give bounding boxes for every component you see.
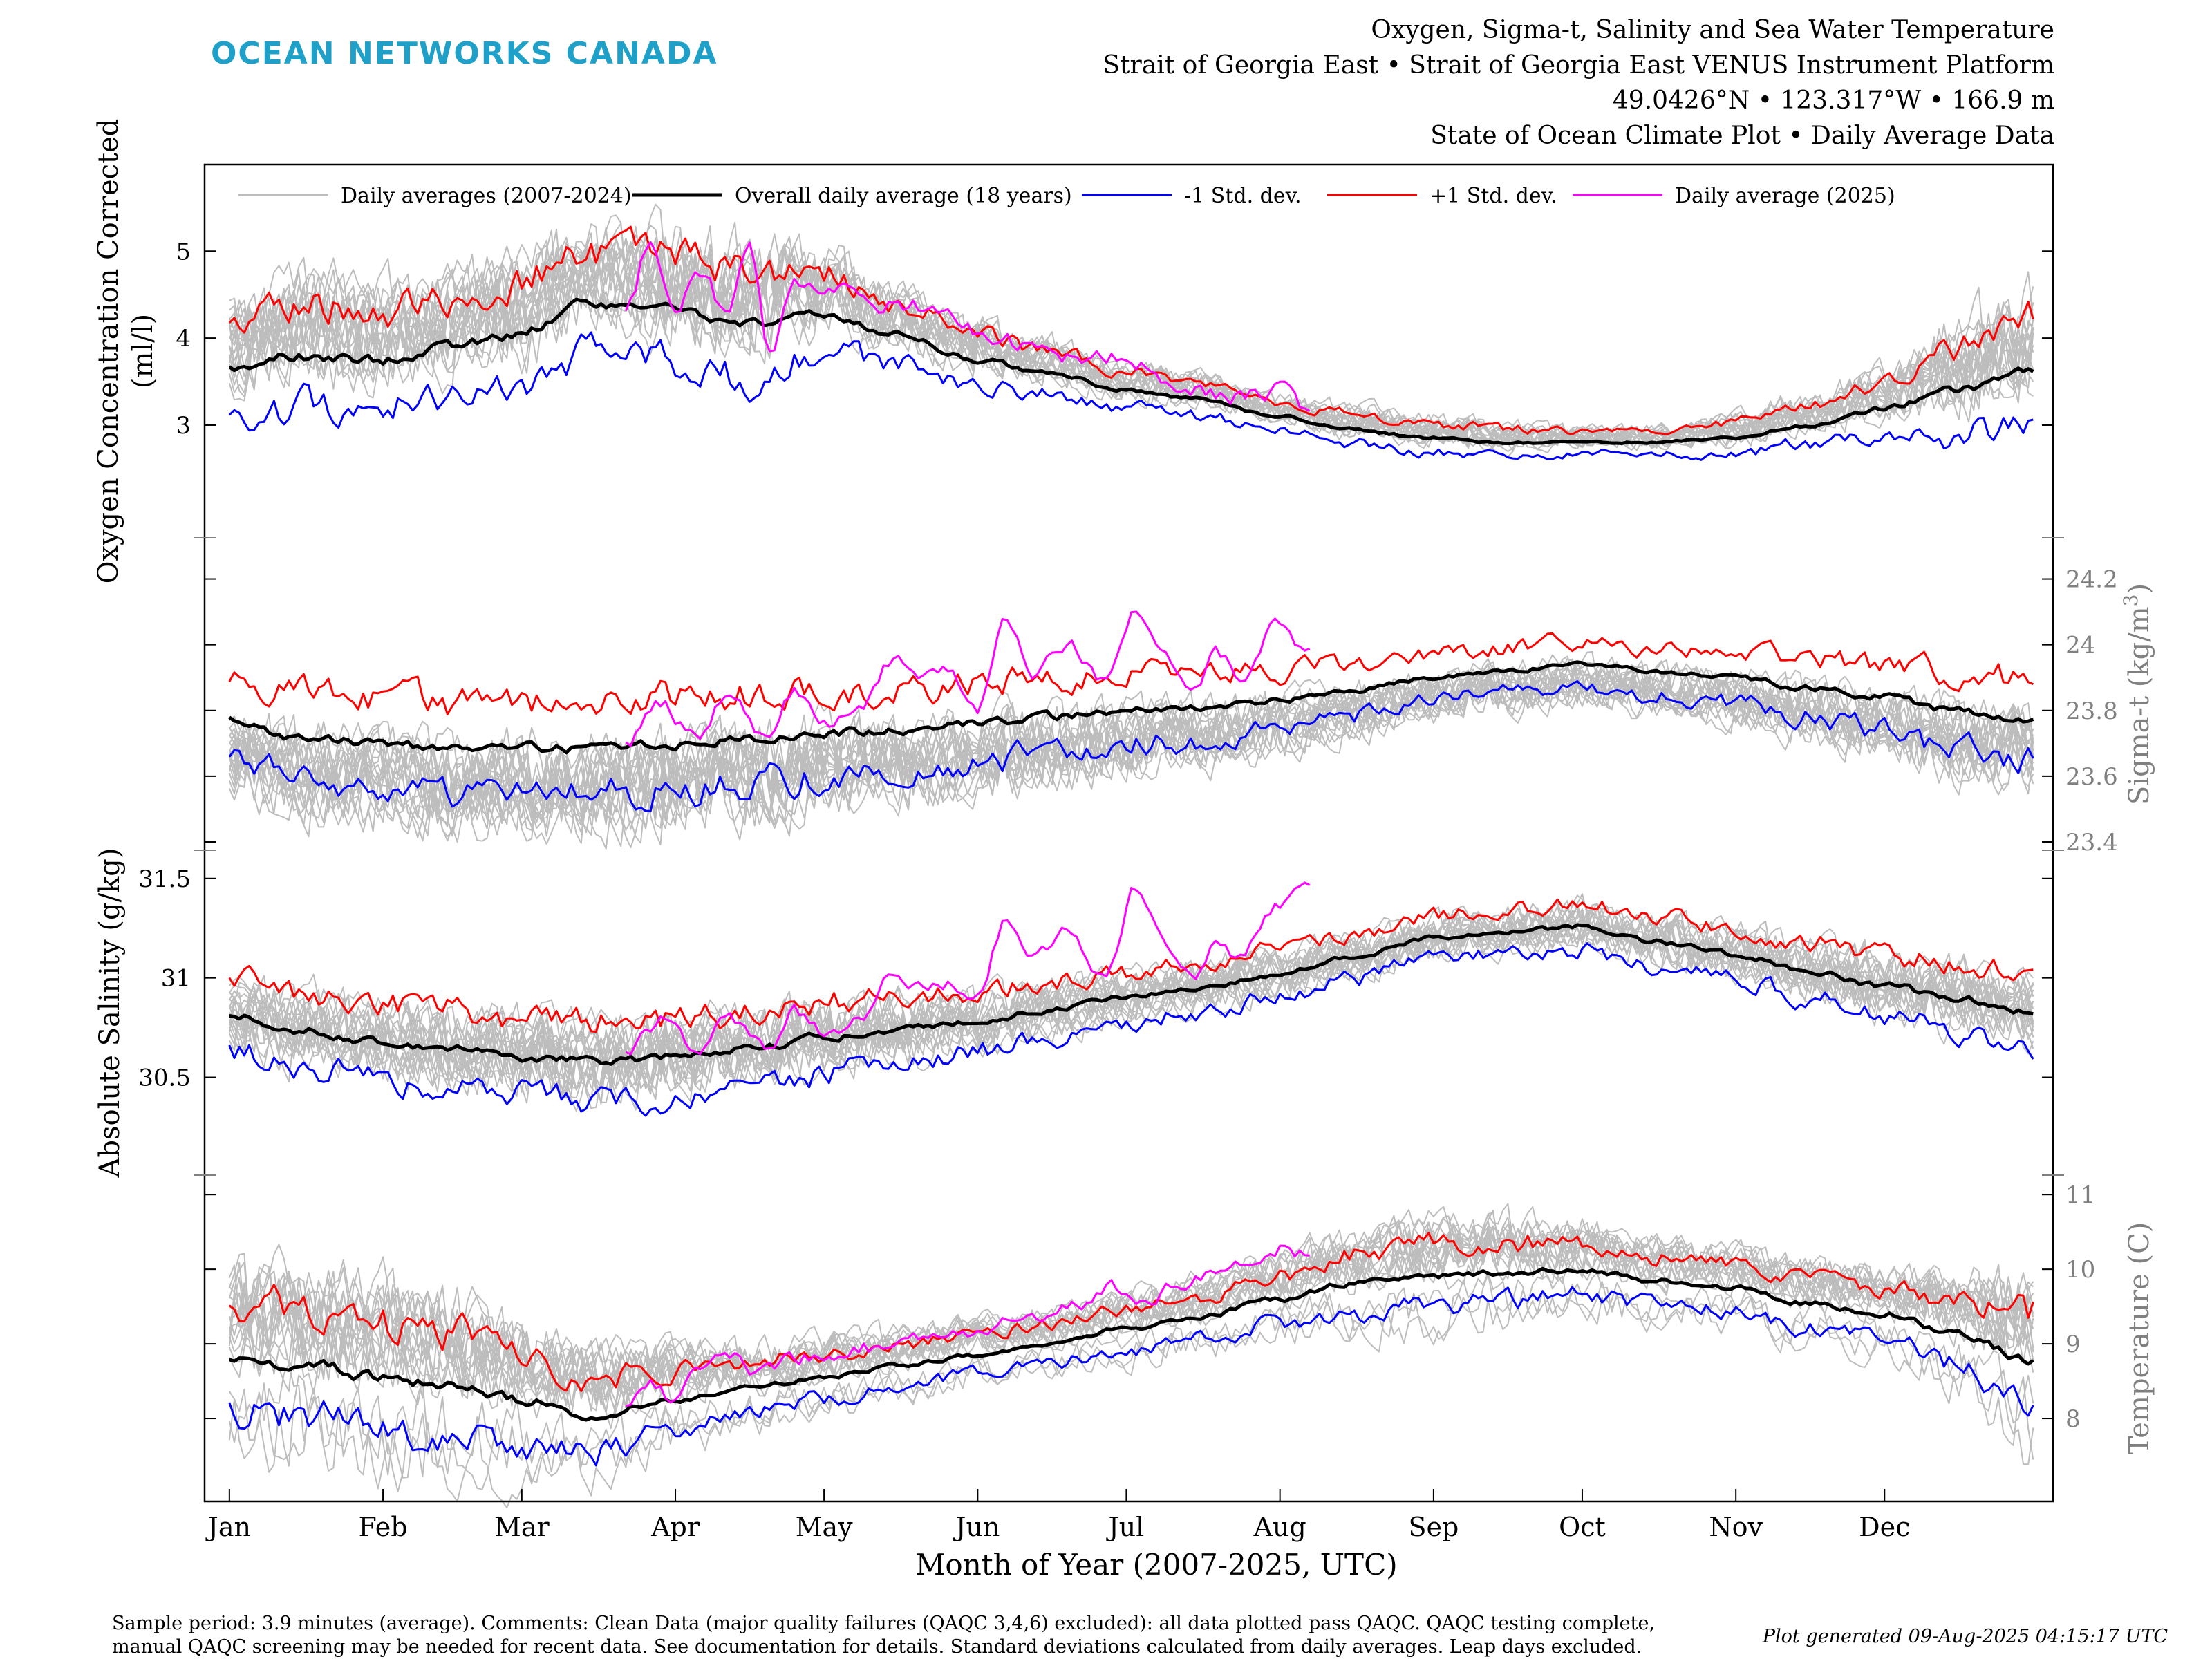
header-station: Strait of Georgia East • Strait of Georg… bbox=[1103, 51, 2054, 79]
absolute-salinity-2025-line bbox=[625, 881, 1311, 1056]
sigma-t-2025-line bbox=[625, 610, 1311, 747]
oxygen-concentration-corrected-historical-line bbox=[228, 225, 2034, 445]
absolute-salinity-plus-std-line bbox=[228, 898, 2034, 1033]
temperature-plus-std-line bbox=[228, 1232, 2034, 1392]
absolute-salinity-historical-line bbox=[229, 894, 2034, 1089]
x-tick-label: Mar bbox=[494, 1512, 550, 1542]
temperature-2025-line bbox=[626, 1244, 1310, 1407]
x-tick-label: Nov bbox=[1709, 1512, 1763, 1542]
chart-header: Oxygen, Sigma-t, Salinity and Sea Water … bbox=[1103, 12, 2054, 153]
temperature-historical-series bbox=[228, 1203, 2034, 1509]
legend-label-plus-std: +1 Std. dev. bbox=[1430, 184, 1557, 208]
absolute-salinity-historical-line bbox=[228, 906, 2034, 1086]
temperature-overall-mean-line bbox=[229, 1266, 2034, 1422]
x-tick-label: Sep bbox=[1408, 1512, 1459, 1542]
axes-layer: 3 4 5 Oxygen Concentration Corrected (ml/l) 2… bbox=[93, 119, 2155, 1582]
footer-comment-line1: Sample period: 3.9 minutes (average). Co… bbox=[112, 1613, 1656, 1634]
sigma-t-tick-label: 23.6 bbox=[2065, 763, 2118, 791]
temperature-historical-line bbox=[228, 1206, 2034, 1400]
oxygen-concentration-corrected-historical-line bbox=[229, 227, 2034, 452]
absolute-salinity-historical-line bbox=[228, 912, 2034, 1098]
absolute-salinity-ylabel: Absolute Salinity (g/kg) bbox=[94, 847, 126, 1178]
oxygen-concentration-corrected-historical-line bbox=[228, 223, 2034, 451]
legend-label-current-year: Daily average (2025) bbox=[1675, 184, 1895, 208]
header-plot-type: State of Ocean Climate Plot • Daily Aver… bbox=[1430, 122, 2054, 150]
sigma-t-historical-line bbox=[228, 650, 2034, 821]
oxygen-concentration-corrected-plus-std-line bbox=[228, 225, 2034, 436]
sigma-t-historical-line bbox=[228, 658, 2034, 825]
x-tick-label: May bbox=[796, 1512, 854, 1542]
x-tick-label: Apr bbox=[650, 1512, 700, 1542]
oxygen-concentration-corrected-tick-label: 3 bbox=[176, 412, 191, 440]
sigma-t-minus-std-line bbox=[228, 680, 2034, 812]
sigma-t-historical-line bbox=[229, 658, 2034, 826]
legend-label-historical: Daily averages (2007-2024) bbox=[341, 184, 632, 208]
oxygen-concentration-corrected-historical-line bbox=[229, 203, 2034, 445]
sigma-t-overall-mean-line bbox=[228, 660, 2034, 755]
absolute-salinity-historical-line bbox=[228, 906, 2034, 1112]
series-layer bbox=[228, 203, 2034, 1509]
temperature-tick-label: 9 bbox=[2065, 1331, 2081, 1358]
temperature-historical-line bbox=[229, 1220, 2034, 1414]
footer-comment-line2: manual QAQC screening may be needed for … bbox=[112, 1636, 1642, 1658]
sigma-t-tick-label: 24 bbox=[2065, 632, 2095, 659]
oxygen-concentration-corrected-minus-std-line bbox=[228, 331, 2034, 461]
absolute-salinity-historical-series bbox=[228, 893, 2034, 1112]
temperature-ylabel: Temperature (C) bbox=[2124, 1222, 2155, 1455]
brand-logo-text: OCEAN NETWORKS CANADA bbox=[211, 36, 718, 71]
x-tick-label: Aug bbox=[1253, 1512, 1306, 1542]
absolute-salinity-overall-mean-line bbox=[229, 923, 2034, 1066]
x-tick-label: Jan bbox=[205, 1512, 251, 1542]
temperature-historical-line bbox=[228, 1272, 2034, 1509]
oxygen-concentration-corrected-overall-mean-line bbox=[228, 297, 2034, 445]
sigma-t-ylabel: Sigma-t (kg/m3) bbox=[2119, 583, 2156, 805]
temperature-historical-line bbox=[228, 1271, 2034, 1502]
oxygen-concentration-corrected-tick-label: 4 bbox=[176, 325, 191, 353]
sigma-t-ylabel-superscript: 3 bbox=[2119, 594, 2142, 607]
chart-frame bbox=[194, 163, 2064, 1503]
temperature-tick-label: 8 bbox=[2065, 1405, 2081, 1433]
footer-comments: Sample period: 3.9 minutes (average). Co… bbox=[112, 1612, 1655, 1659]
oxygen-concentration-corrected-ylabel: Oxygen Concentration Corrected bbox=[93, 119, 124, 584]
oxygen-concentration-corrected-ylabel-unit: (ml/l) bbox=[127, 314, 159, 388]
x-tick-label: Jul bbox=[1105, 1512, 1144, 1542]
sigma-t-historical-line bbox=[228, 654, 2034, 830]
absolute-salinity-tick-label: 31.5 bbox=[138, 865, 191, 893]
absolute-salinity-historical-line bbox=[228, 903, 2034, 1092]
plot-generated-timestamp: Plot generated 09-Aug-2025 04:15:17 UTC bbox=[1762, 1626, 2168, 1647]
legend-label-minus-std: -1 Std. dev. bbox=[1184, 184, 1302, 208]
plot-area-border bbox=[203, 163, 2054, 1503]
x-tick-label: Feb bbox=[359, 1512, 408, 1542]
sigma-t-plus-std-line bbox=[228, 632, 2034, 715]
sigma-t-tick-label: 24.2 bbox=[2065, 566, 2118, 594]
oxygen-concentration-corrected-2025-line bbox=[625, 241, 1311, 412]
oxygen-concentration-corrected-tick-label: 5 bbox=[176, 238, 191, 265]
temperature-historical-line bbox=[228, 1218, 2034, 1393]
sigma-t-historical-series bbox=[228, 650, 2034, 850]
temperature-historical-line bbox=[228, 1209, 2034, 1394]
sigma-t-historical-line bbox=[228, 655, 2034, 834]
sigma-t-tick-label: 23.8 bbox=[2065, 697, 2118, 725]
oxygen-concentration-corrected-historical-series bbox=[228, 203, 2034, 458]
temperature-tick-label: 10 bbox=[2065, 1256, 2095, 1284]
header-location: 49.0426°N • 123.317°W • 166.9 m bbox=[1612, 86, 2054, 115]
x-tick-label: Jun bbox=[953, 1512, 1000, 1542]
absolute-salinity-tick-label: 31 bbox=[161, 965, 191, 993]
legend-label-overall-mean: Overall daily average (18 years) bbox=[735, 184, 1072, 208]
absolute-salinity-minus-std-line bbox=[228, 942, 2034, 1117]
temperature-minus-std-line bbox=[228, 1286, 2034, 1467]
x-tick-label: Oct bbox=[1559, 1512, 1606, 1542]
sigma-t-tick-label: 23.4 bbox=[2065, 829, 2118, 856]
x-tick-label: Dec bbox=[1859, 1512, 1910, 1542]
chart-legend: Daily averages (2007-2024) Overall daily … bbox=[238, 184, 1895, 208]
temperature-tick-label: 11 bbox=[2065, 1181, 2095, 1209]
x-axis-label: Month of Year (2007-2025, UTC) bbox=[915, 1548, 1397, 1582]
oxygen-concentration-corrected-historical-line bbox=[228, 221, 2034, 447]
absolute-salinity-tick-label: 30.5 bbox=[138, 1065, 191, 1092]
header-title: Oxygen, Sigma-t, Salinity and Sea Water … bbox=[1371, 16, 2054, 44]
